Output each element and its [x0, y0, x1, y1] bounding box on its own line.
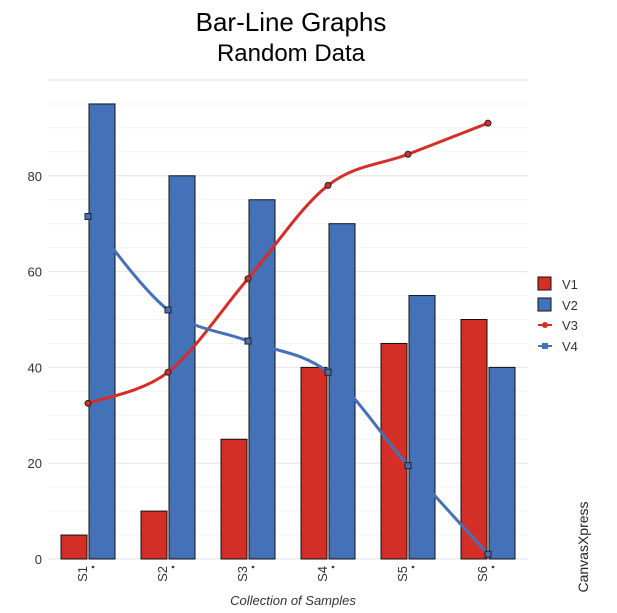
x-tick-label: S2 — [155, 566, 170, 582]
bar-v1-s3 — [220, 438, 248, 560]
point-v3-s3 — [244, 275, 252, 283]
legend-marker-v4 — [542, 343, 548, 349]
line-v4 — [86, 215, 490, 556]
bar-v2-s4 — [328, 223, 356, 560]
point-v4-s1 — [84, 213, 92, 221]
x-tick-label: S4 — [315, 566, 330, 582]
y-tick-label: 0 — [35, 552, 42, 567]
x-tick-label: S1 — [75, 566, 90, 582]
point-v3-s5 — [404, 150, 412, 158]
x-axis: S1 S2 S3 S4 S5 S6 — [75, 565, 495, 582]
bar-v1-s4 — [300, 366, 328, 560]
watermark: CanvasXpress — [575, 501, 591, 592]
point-v4-s3 — [244, 337, 252, 345]
x-tick-label: S6 — [475, 566, 490, 582]
y-tick-label: 80 — [28, 169, 42, 184]
point-v3-s6 — [484, 119, 492, 127]
bar-v1-s2 — [140, 510, 168, 560]
legend-label-v1: V1 — [562, 277, 578, 292]
point-v4-s4 — [324, 368, 332, 376]
grid-lines — [48, 79, 528, 560]
chart-title: Bar-Line Graphs — [196, 7, 387, 37]
x-tick-dot — [491, 565, 495, 569]
bar-v1-s6 — [460, 319, 488, 560]
x-tick-label: S3 — [235, 566, 250, 582]
x-tick-dot — [251, 565, 255, 569]
point-v3-s1 — [84, 399, 92, 407]
y-tick-label: 20 — [28, 456, 42, 471]
legend-marker-v3 — [542, 322, 548, 328]
chart-subtitle: Random Data — [217, 40, 366, 67]
bars — [60, 103, 516, 560]
bar-v2-s3 — [248, 199, 276, 560]
x-tick-dot — [91, 565, 95, 569]
bar-v2-s1 — [88, 103, 116, 560]
bar-v1-s1 — [60, 534, 88, 560]
point-v3-s2 — [164, 368, 172, 376]
point-v4-s6 — [484, 550, 492, 558]
legend-swatch-v2 — [537, 297, 552, 312]
bar-v1-s5 — [380, 342, 408, 560]
y-tick-label: 40 — [28, 360, 42, 375]
bar-v2-s6 — [488, 366, 516, 560]
legend-label-v3: V3 — [562, 318, 578, 333]
x-axis-title: Collection of Samples — [230, 593, 356, 608]
lines — [84, 119, 492, 558]
bar-v2-s5 — [408, 295, 436, 560]
point-v4-s2 — [164, 306, 172, 314]
legend-label-v2: V2 — [562, 298, 578, 313]
x-tick-dot — [411, 565, 415, 569]
y-axis: 0 20 40 60 80 — [28, 169, 42, 567]
legend-swatch-v1 — [537, 276, 552, 291]
x-tick-label: S5 — [395, 566, 410, 582]
y-tick-label: 60 — [28, 265, 42, 280]
x-tick-dot — [331, 565, 335, 569]
legend: V1 V2 V3 V4 — [537, 276, 578, 354]
point-v4-s5 — [404, 462, 412, 470]
x-tick-dot — [171, 565, 175, 569]
point-v3-s4 — [324, 181, 332, 189]
legend-label-v4: V4 — [562, 339, 578, 354]
